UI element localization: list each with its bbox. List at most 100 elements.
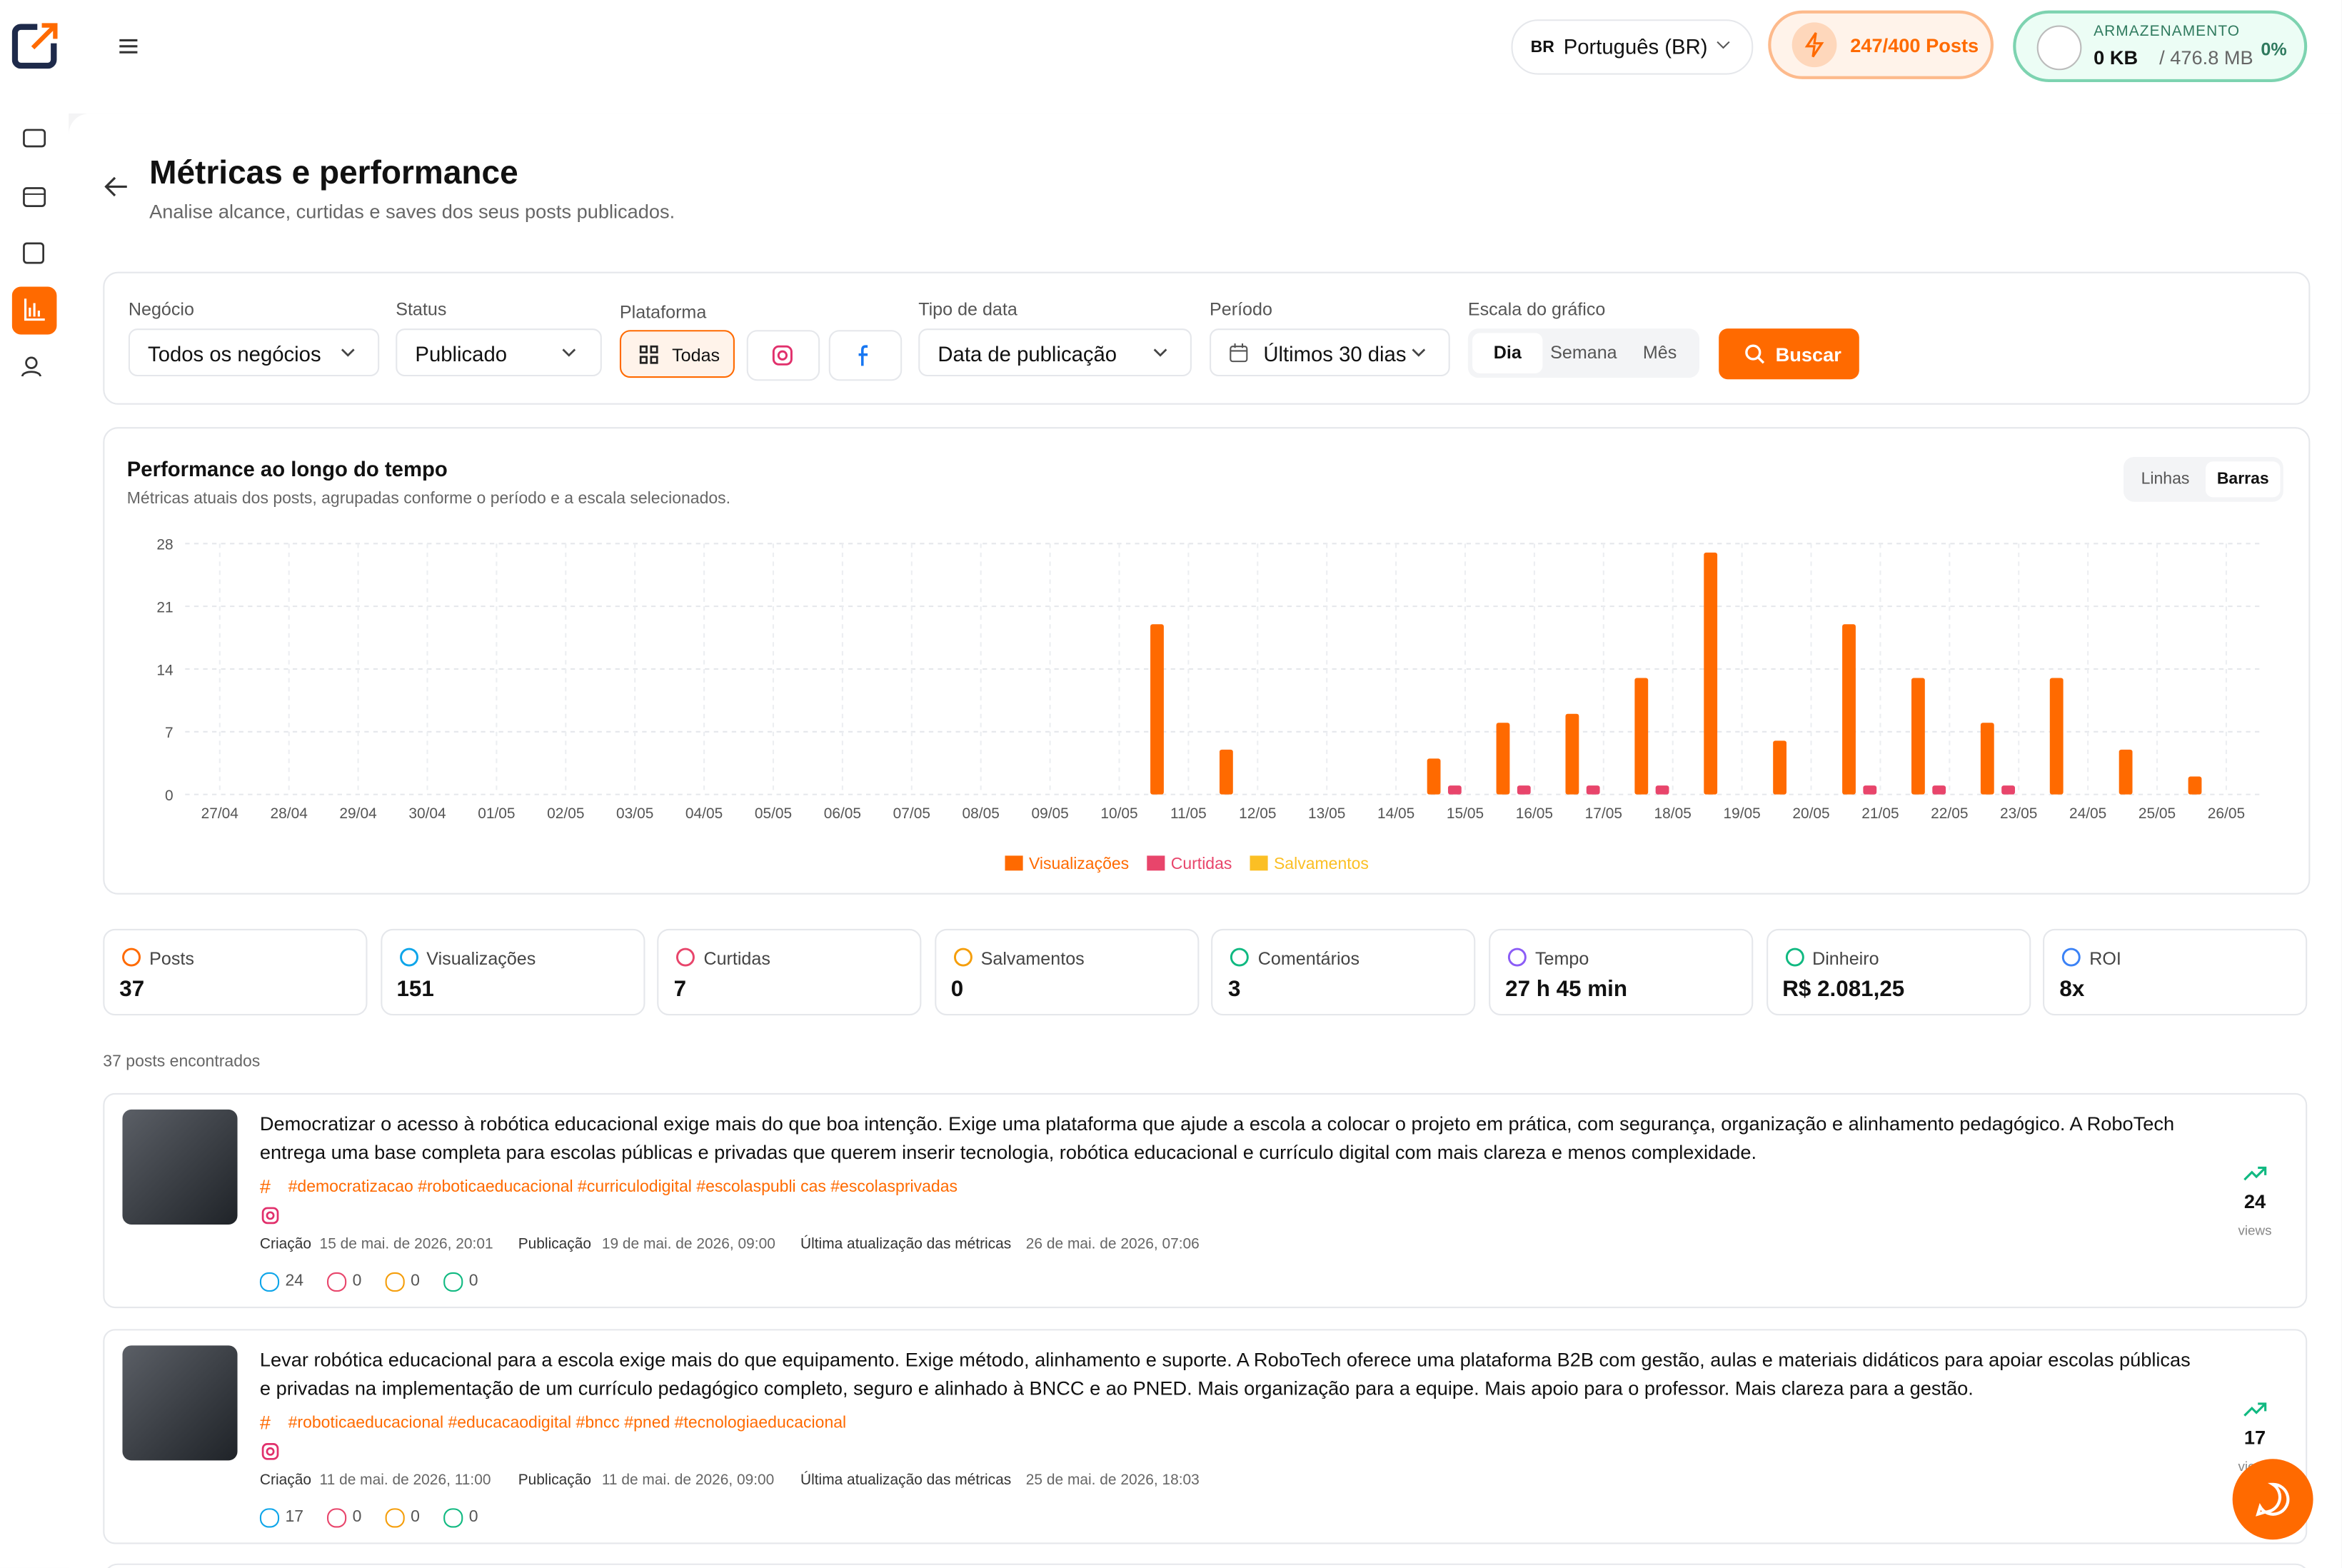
post-card[interactable]: Levar robótica educacional para a escola… (103, 1329, 2308, 1544)
x-tick-label: 07/05 (893, 805, 930, 822)
chart-subtitle: Métricas atuais dos posts, agrupadas con… (126, 489, 731, 508)
post-thumbnail (122, 1109, 238, 1225)
platform-instagram[interactable] (746, 330, 820, 381)
x-tick-label: 05/05 (755, 805, 792, 822)
date-type-select[interactable]: Data de publicação (918, 328, 1192, 377)
scale-option[interactable]: Mês (1642, 341, 1677, 363)
date-label: Criação (259, 1472, 311, 1489)
stat-card: Tempo 27 h 45 min (1489, 928, 1754, 1016)
filter-label: Escala do gráfico (1467, 298, 1606, 320)
x-tick-label: 26/05 (2208, 805, 2245, 822)
metric-icon (443, 1272, 463, 1292)
bar (1517, 785, 1531, 795)
filter-label: Status (396, 298, 447, 320)
x-tick-label: 15/05 (1447, 805, 1484, 822)
date-label: Publicação (518, 1472, 592, 1489)
metric-value: 0 (411, 1508, 420, 1527)
stat-value: 3 (1227, 976, 1241, 1002)
language-selector[interactable]: BR Português (BR) (1511, 19, 1754, 75)
search-button[interactable]: Buscar (1719, 328, 1859, 380)
platform-all-text: Todas (672, 345, 720, 366)
hashtag-icon: # (259, 1411, 271, 1434)
filter-label: Plataforma (619, 301, 707, 323)
stat-value: 0 (950, 976, 964, 1002)
y-tick-label: 21 (156, 599, 173, 615)
stat-card: Visualizações 151 (380, 928, 645, 1016)
language: Português (BR) (1563, 34, 1708, 59)
chat-button[interactable] (2232, 1459, 2313, 1540)
stat-value: 37 (119, 976, 145, 1002)
stat-value: 151 (396, 976, 434, 1002)
period-select[interactable]: Últimos 30 dias (1210, 328, 1450, 377)
x-tick-label: 21/05 (1861, 805, 1899, 822)
date-value: 11 de mai. de 2026, 11:00 (319, 1472, 491, 1489)
x-tick-label: 27/04 (201, 805, 239, 822)
x-tick-label: 10/05 (1100, 805, 1137, 822)
storage[interactable]: ARMAZENAMENTO 0 KB / 476.8 MB 0% (2013, 10, 2308, 83)
stat-icon (1230, 948, 1250, 967)
stat-card: Comentários 3 (1211, 928, 1477, 1016)
instagram-icon (261, 1443, 279, 1460)
metric-value: 0 (352, 1272, 362, 1290)
platform-facebook[interactable] (828, 330, 903, 381)
chart-title: Performance ao longo do tempo (126, 456, 448, 481)
posts-quota[interactable]: 247/400 Posts (1768, 10, 1994, 79)
back-button[interactable] (104, 176, 128, 197)
trend-icon (2243, 1402, 2267, 1417)
logo[interactable] (11, 21, 60, 69)
x-tick-label: 17/05 (1585, 805, 1622, 822)
y-tick-label: 0 (165, 788, 174, 804)
post-card[interactable]: Democratizar o acesso à robótica educaci… (103, 1092, 2308, 1309)
x-tick-label: 24/05 (2069, 805, 2106, 822)
stat-card: Curtidas 7 (657, 928, 922, 1016)
metric-icon (385, 1508, 405, 1528)
x-tick-label: 20/05 (1792, 805, 1829, 822)
stat-label: Salvamentos (980, 948, 1085, 970)
legend-label: Curtidas (1171, 854, 1232, 873)
metric-value: 0 (411, 1272, 420, 1290)
stat-icon (399, 948, 418, 967)
trend-icon (2243, 1166, 2267, 1181)
stat-icon (676, 948, 695, 967)
x-tick-label: 04/05 (685, 805, 723, 822)
views-label: views (2238, 1222, 2272, 1238)
view-option[interactable]: Barras (2205, 461, 2281, 498)
x-tick-label: 03/05 (616, 805, 653, 822)
x-tick-label: 18/05 (1654, 805, 1692, 822)
menu-button[interactable] (118, 36, 139, 56)
bar (1704, 552, 1718, 795)
business-select[interactable]: Todos os negócios (128, 328, 380, 377)
filter-label: Período (1210, 298, 1272, 320)
metric-value: 0 (468, 1272, 478, 1290)
stat-icon (953, 948, 973, 967)
language-code: BR (1530, 39, 1554, 57)
date-label: Criação (259, 1236, 311, 1253)
x-tick-label: 22/05 (1931, 805, 1968, 822)
legend-label: Visualizações (1029, 854, 1129, 873)
x-tick-label: 08/05 (963, 805, 1000, 822)
x-tick-label: 09/05 (1031, 805, 1068, 822)
metric-value: 17 (285, 1508, 304, 1527)
date-value: 11 de mai. de 2026, 09:00 (601, 1472, 775, 1489)
y-tick-label: 7 (165, 725, 174, 741)
stat-card: Salvamentos 0 (934, 928, 1199, 1016)
bar (2001, 785, 2015, 795)
stat-card: Posts 37 (103, 928, 368, 1016)
bar (2119, 749, 2133, 795)
bar (2049, 678, 2064, 795)
x-tick-label: 25/05 (2139, 805, 2176, 822)
hashtag-icon: # (259, 1175, 271, 1198)
posts-count: 37 posts encontrados (103, 1052, 261, 1071)
status-select[interactable]: Publicado (396, 328, 602, 377)
sidebar-nav[interactable] (11, 122, 57, 391)
view-option[interactable]: Linhas (2141, 470, 2190, 488)
post-text: Levar robótica educacional para a escola… (259, 1348, 2191, 1399)
date-label: Última atualização das métricas (800, 1236, 1012, 1253)
x-tick-label: 14/05 (1377, 805, 1414, 822)
legend-swatch (1147, 855, 1165, 871)
scale-option[interactable]: Semana (1550, 341, 1617, 363)
scale-option[interactable]: Dia (1472, 333, 1543, 373)
stat-value: R$ 2.081,25 (1782, 976, 1905, 1002)
stat-label: ROI (2089, 948, 2121, 970)
platform-all[interactable]: Todas (619, 330, 735, 378)
